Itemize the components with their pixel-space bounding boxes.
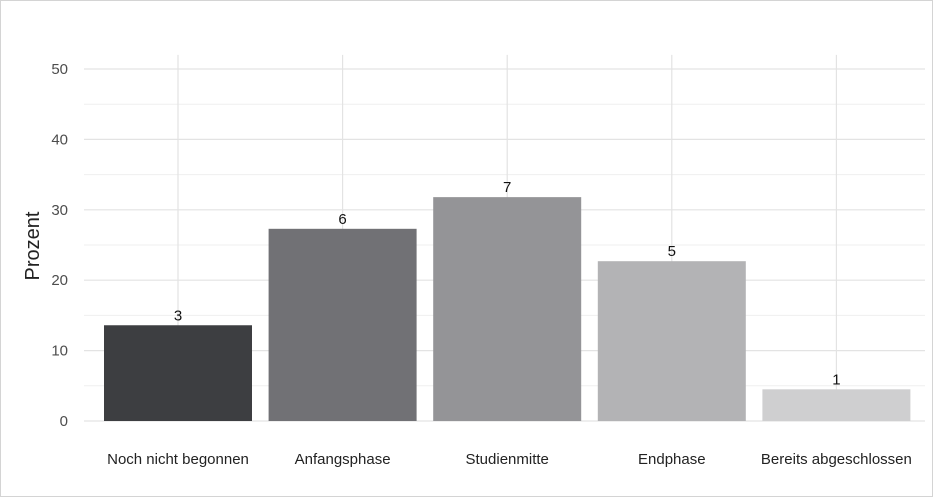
y-tick-label: 20	[51, 272, 68, 289]
bar	[104, 325, 252, 421]
y-tick-label: 50	[51, 61, 68, 78]
bar	[268, 228, 417, 421]
bar-data-label: 5	[668, 243, 676, 260]
y-tick-label: 0	[60, 413, 68, 430]
y-tick-labels: 0 10 20 30 40 50	[51, 61, 68, 430]
bar-data-label: 1	[832, 371, 840, 388]
y-axis-title: Prozent	[22, 211, 44, 280]
x-category-label: Bereits abgeschlossen	[761, 451, 912, 468]
y-tick-label: 30	[51, 202, 68, 219]
data-labels: 3 6 7 5 1	[174, 179, 841, 388]
bar-data-label: 6	[338, 211, 346, 228]
bar	[597, 261, 746, 421]
y-tick-label: 40	[51, 131, 68, 148]
x-category-label: Anfangsphase	[295, 451, 391, 468]
x-category-labels: Noch nicht begonnen Anfangsphase Studienmi…	[107, 451, 912, 468]
bar-data-label: 3	[174, 307, 182, 324]
x-category-label: Studienmitte	[466, 451, 549, 468]
y-tick-label: 10	[51, 343, 68, 360]
x-category-label: Noch nicht begonnen	[107, 451, 249, 468]
bar-data-label: 7	[503, 179, 511, 196]
bar	[433, 197, 582, 421]
bar	[762, 389, 911, 421]
bars-group	[104, 197, 911, 421]
x-category-label: Endphase	[638, 451, 706, 468]
